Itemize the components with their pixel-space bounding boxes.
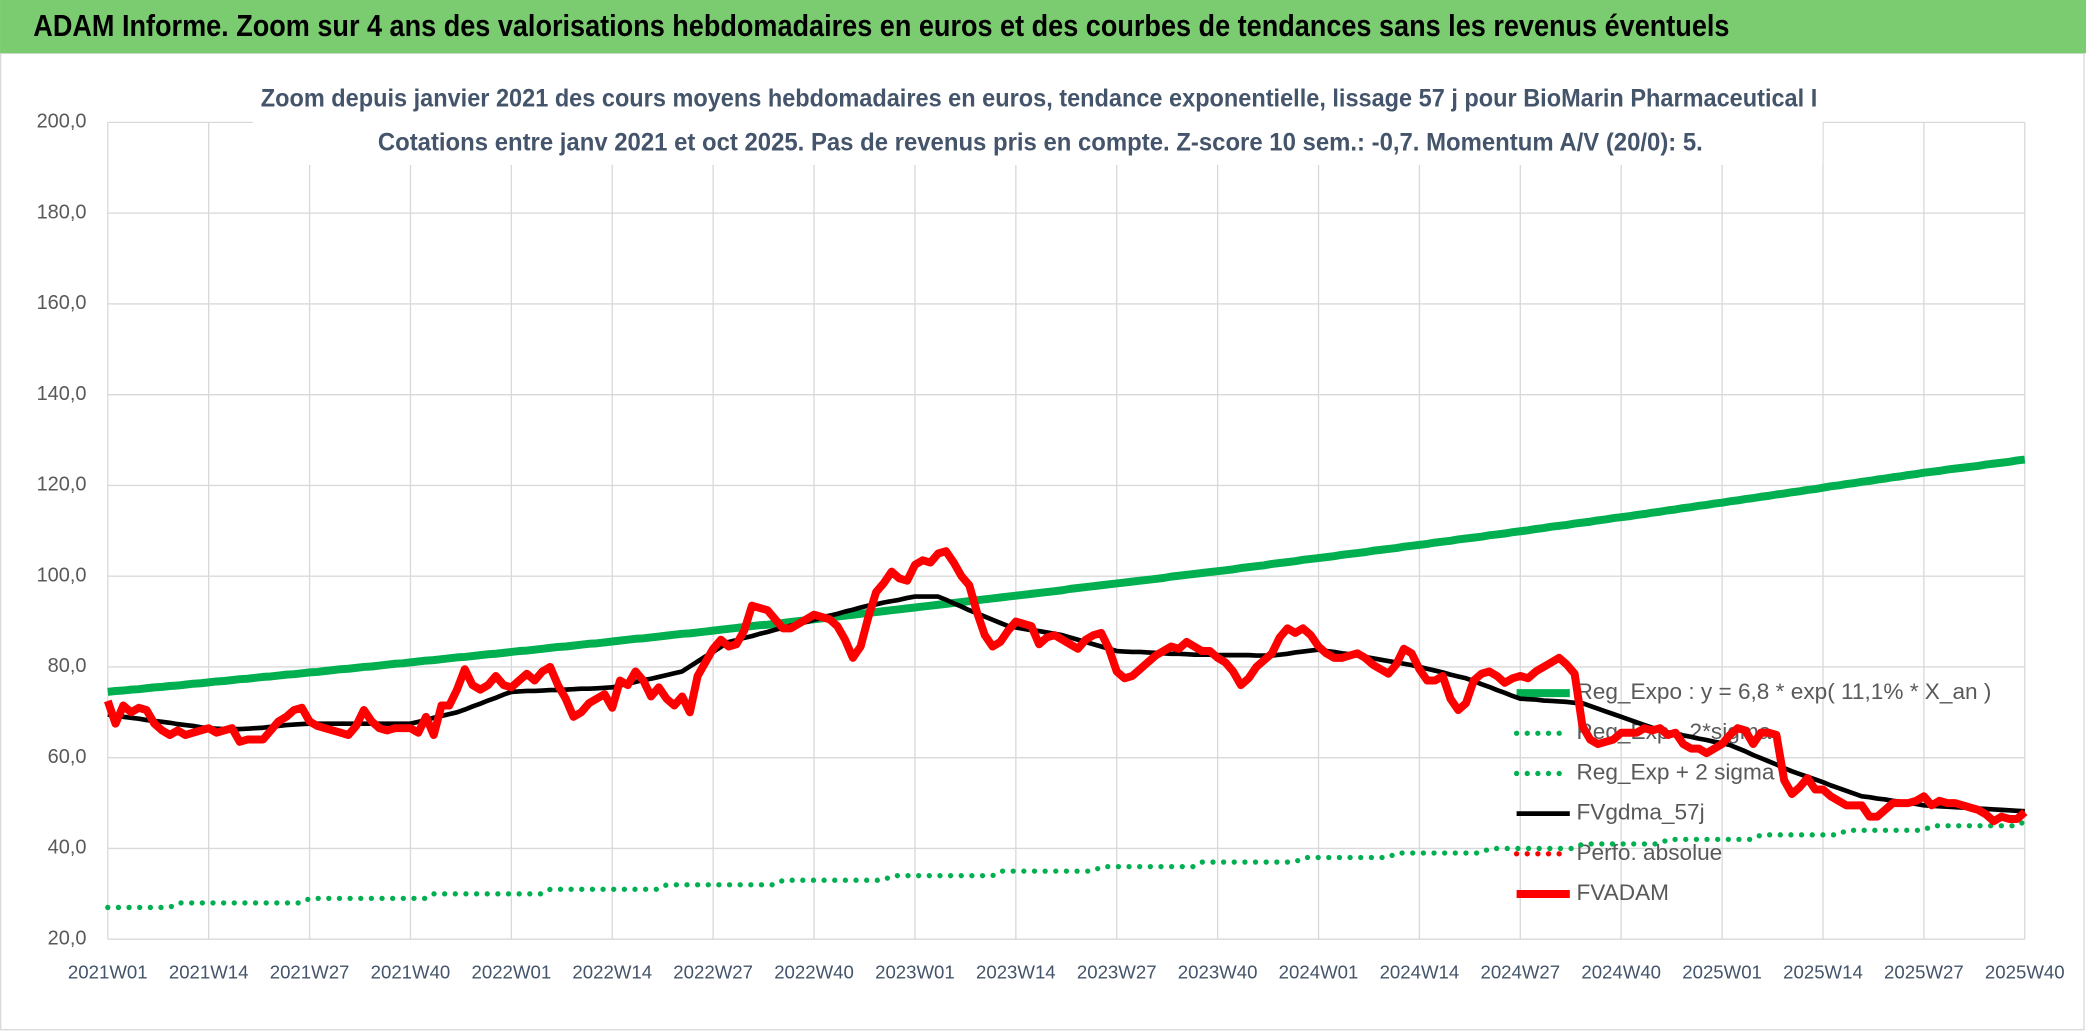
title-box: [252, 77, 1823, 165]
legend-label: FVgdma_57j: [1576, 800, 1704, 825]
x-tick-label: 2022W27: [673, 962, 753, 983]
legend-label: FVADAM: [1576, 880, 1669, 905]
series-line: [107, 455, 2026, 696]
y-tick-label: 40,0: [48, 837, 87, 859]
legend-label: Reg_Expo : y = 6,8 * exp( 11,1% * X_an ): [1576, 679, 1991, 704]
legend-label: Reg_Exp + 2 sigma: [1576, 759, 1774, 784]
y-tick-label: 20,0: [48, 927, 87, 949]
x-tick-label: 2025W01: [1682, 962, 1762, 983]
x-tick-label: 2021W27: [270, 962, 350, 983]
legend-label: Perfo. absolue: [1576, 840, 1722, 865]
y-tick-label: 160,0: [37, 292, 87, 314]
header-bar: [0, 0, 2086, 54]
x-tick-label: 2023W40: [1178, 962, 1258, 983]
x-tick-label: 2025W27: [1884, 962, 1964, 983]
x-tick-label: 2024W40: [1581, 962, 1661, 983]
x-tick-label: 2025W14: [1783, 962, 1863, 983]
chart-subtitle: Cotations entre janv 2021 et oct 2025. P…: [378, 128, 1703, 156]
x-tick-label: 2024W14: [1380, 962, 1460, 983]
y-tick-label: 80,0: [48, 655, 87, 677]
x-tick-label: 2023W27: [1077, 962, 1157, 983]
x-tick-label: 2022W01: [472, 962, 552, 983]
series-line: [105, 818, 2028, 911]
chart-title: Zoom depuis janvier 2021 des cours moyen…: [261, 84, 1817, 112]
series-line: [104, 547, 2028, 826]
y-tick-label: 200,0: [37, 111, 87, 133]
x-tick-label: 2022W14: [572, 962, 652, 983]
legend: Reg_Expo : y = 6,8 * exp( 11,1% * X_an )…: [1513, 679, 1991, 905]
x-tick-label: 2025W40: [1985, 962, 2065, 983]
plot-lines: [104, 455, 2028, 911]
grid: [107, 121, 2026, 940]
y-tick-label: 100,0: [37, 564, 87, 586]
y-tick-label: 120,0: [37, 474, 87, 496]
x-tick-label: 2021W40: [371, 962, 451, 983]
x-tick-label: 2021W01: [68, 962, 148, 983]
x-tick-label: 2023W14: [976, 962, 1056, 983]
x-tick-label: 2024W01: [1279, 962, 1359, 983]
y-tick-label: 180,0: [37, 201, 87, 223]
x-tick-label: 2022W40: [774, 962, 854, 983]
header-title: ADAM Informe. Zoom sur 4 ans des valoris…: [33, 9, 1729, 43]
x-tick-label: 2023W01: [875, 962, 955, 983]
x-tick-label: 2024W27: [1480, 962, 1560, 983]
y-tick-label: 140,0: [37, 383, 87, 405]
axes: 20,0 40,0 60,0 80,0 100,0 120,0 140,0 160,0 180,…: [37, 111, 2065, 983]
x-tick-label: 2021W14: [169, 962, 249, 983]
y-tick-label: 60,0: [48, 746, 87, 768]
